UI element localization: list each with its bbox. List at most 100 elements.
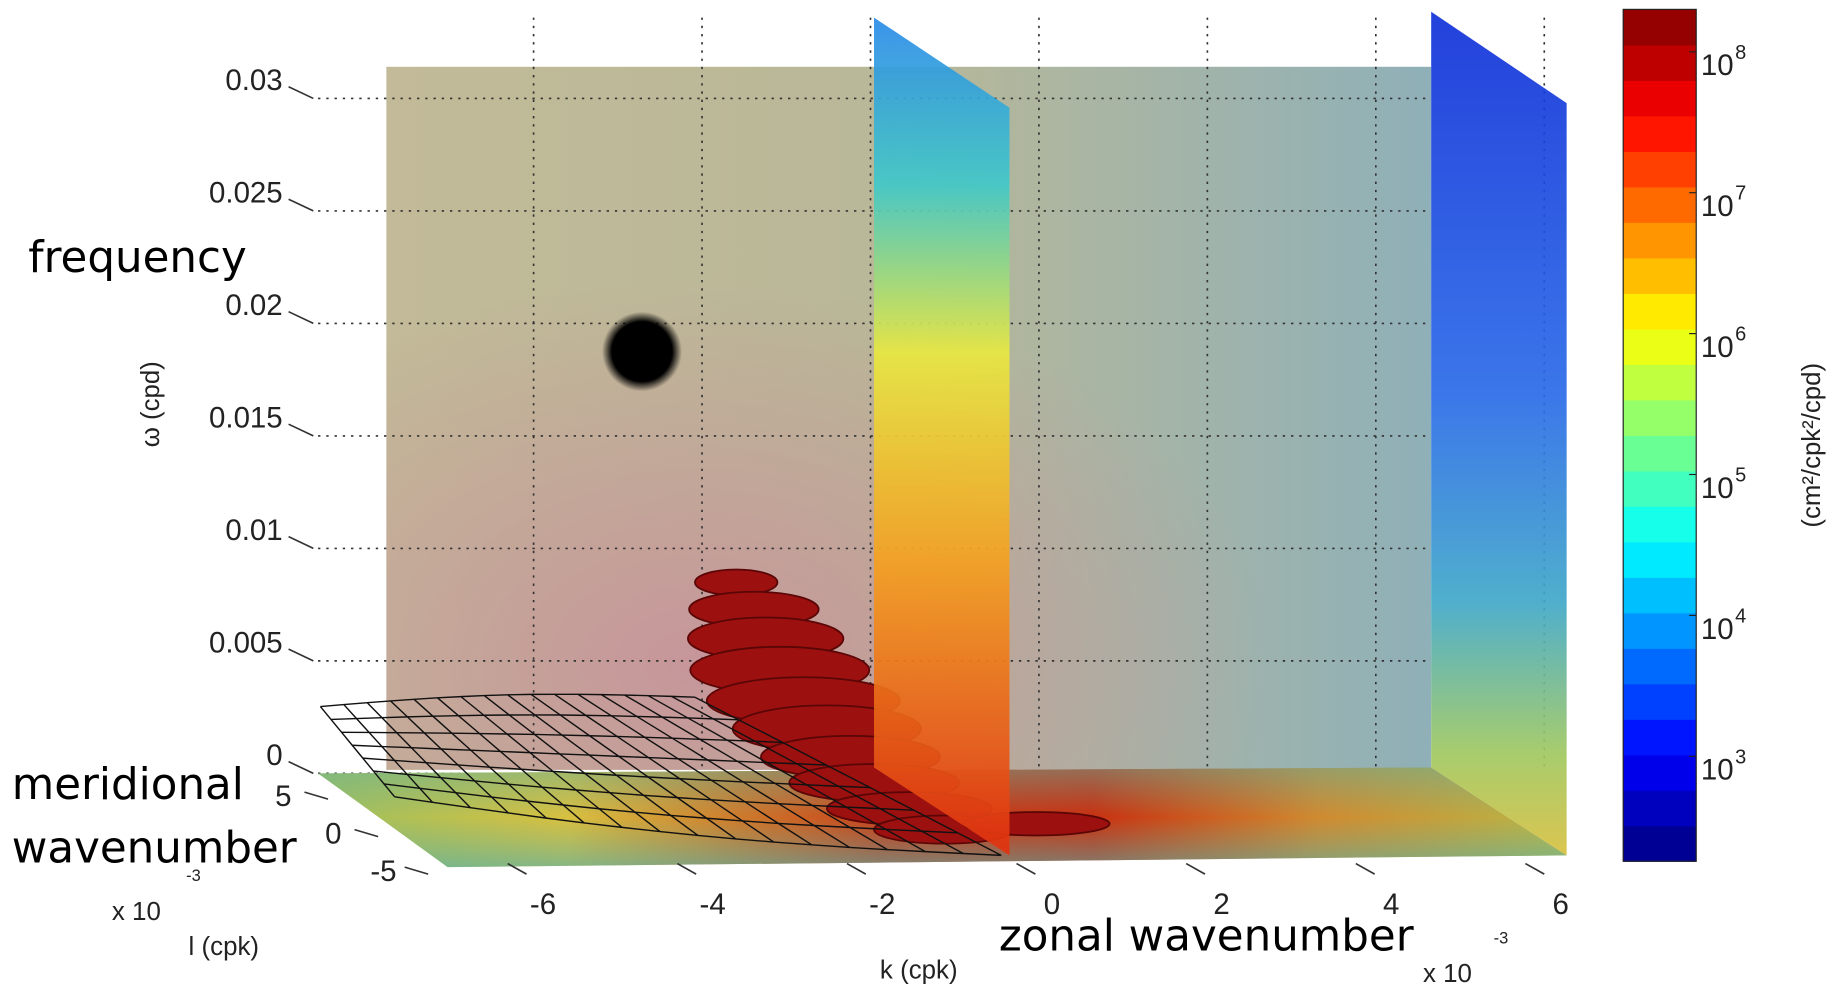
colorbar-tick-label: 10 bbox=[1701, 472, 1734, 505]
tick-mark bbox=[288, 85, 314, 100]
mesh-line bbox=[483, 695, 661, 833]
colorbar-band bbox=[1623, 186, 1697, 223]
y-multiplier-exponent: -3 bbox=[186, 867, 201, 885]
x-axis-label: k (cpk) bbox=[880, 956, 958, 984]
mesh-line bbox=[624, 694, 888, 851]
colorbar-tick-exponent: 3 bbox=[1735, 746, 1746, 768]
y-tick-label: 5 bbox=[275, 780, 291, 813]
x-tick-label: 2 bbox=[1213, 888, 1229, 921]
colorbar-band bbox=[1623, 612, 1697, 649]
tick-mark bbox=[288, 310, 314, 325]
colorbar-band bbox=[1623, 648, 1697, 685]
tick-mark bbox=[288, 535, 314, 550]
mesh-line bbox=[647, 695, 926, 853]
colorbar-tick-exponent: 4 bbox=[1735, 605, 1746, 627]
colorbar-band bbox=[1623, 754, 1697, 791]
tick-mark bbox=[304, 791, 329, 800]
colorbar-band bbox=[1623, 80, 1697, 117]
mesh-line bbox=[437, 697, 585, 824]
tick-mark bbox=[288, 423, 314, 437]
annotation: frequency bbox=[28, 233, 247, 283]
y-tick-label: -5 bbox=[370, 855, 396, 888]
grid: 0 0.005 0.01 0.015 0.02 0.025 0.03 bbox=[209, 17, 1546, 775]
mesh-line bbox=[343, 704, 434, 803]
mesh-line bbox=[530, 693, 737, 840]
mesh-line bbox=[694, 696, 1002, 857]
y-multiplier: x 10 bbox=[112, 898, 161, 926]
colorbar-frame bbox=[1622, 8, 1697, 862]
x-tick-label: -2 bbox=[869, 888, 895, 921]
colorbar-tick-exponent: 8 bbox=[1735, 42, 1746, 64]
y-axis-label: l (cpk) bbox=[189, 933, 259, 961]
slice-plane bbox=[1431, 11, 1567, 856]
tick-mark bbox=[404, 866, 429, 875]
wireframe bbox=[319, 693, 1002, 857]
marker-dot bbox=[601, 311, 683, 392]
colorbar-band bbox=[1623, 541, 1697, 578]
z-tick-label: 0.015 bbox=[209, 402, 283, 435]
y-tick-label: 0 bbox=[325, 818, 341, 851]
colorbar-band bbox=[1623, 222, 1697, 259]
colorbar-tick-label: 10 bbox=[1701, 613, 1734, 646]
colorbar-band bbox=[1623, 151, 1697, 188]
tick-mark bbox=[846, 862, 867, 875]
tick-mark bbox=[1016, 862, 1036, 875]
x-tick-label: 4 bbox=[1383, 888, 1399, 921]
colorbar-band bbox=[1623, 577, 1697, 614]
colorbar-band bbox=[1623, 683, 1697, 720]
colorbar-band bbox=[1623, 44, 1697, 81]
mesh-line bbox=[366, 702, 471, 809]
x-tick-label: 0 bbox=[1044, 888, 1060, 921]
tick-mark bbox=[676, 862, 697, 875]
colorbar-band bbox=[1623, 790, 1697, 827]
z-axis-label: ω (cpd) bbox=[137, 361, 165, 447]
slice-plane bbox=[874, 17, 1010, 856]
colorbar-band bbox=[1623, 9, 1697, 46]
x-multiplier-exponent: -3 bbox=[1494, 929, 1509, 947]
colorbar-label: (cm²/cpk²/cpd) bbox=[1798, 363, 1826, 528]
colorbar-band bbox=[1623, 257, 1697, 294]
mesh-line bbox=[671, 695, 964, 855]
tick-mark bbox=[507, 862, 527, 875]
mesh-line bbox=[577, 693, 813, 846]
z-tick-label: 0.03 bbox=[225, 64, 282, 97]
tick-mark bbox=[1355, 862, 1376, 875]
tick-mark bbox=[288, 760, 314, 775]
tick-mark bbox=[1525, 862, 1545, 875]
colorbar-tick-label: 10 bbox=[1701, 190, 1734, 223]
annotation: wavenumber bbox=[12, 824, 297, 874]
colorbar-tick-label: 10 bbox=[1701, 754, 1734, 787]
z-tick-label: 0.025 bbox=[209, 177, 283, 210]
colorbar-band bbox=[1623, 328, 1697, 365]
mesh-line bbox=[319, 706, 396, 798]
colorbar-band bbox=[1623, 506, 1697, 543]
tick-mark bbox=[354, 828, 379, 838]
mesh-line bbox=[460, 696, 623, 828]
colorbar-band bbox=[1623, 364, 1697, 401]
annotation: zonal wavenumber bbox=[999, 911, 1414, 961]
mesh-line bbox=[600, 694, 851, 849]
colorbar-band bbox=[1623, 719, 1697, 756]
x-tick-label: -6 bbox=[530, 888, 556, 921]
colorbar-band bbox=[1623, 470, 1697, 507]
mesh-line bbox=[413, 698, 547, 819]
z-tick-label: 0.01 bbox=[225, 514, 282, 547]
z-tick-label: 0.02 bbox=[225, 289, 282, 322]
colorbar-band bbox=[1623, 435, 1697, 472]
mesh-line bbox=[390, 700, 509, 814]
x-multiplier: x 10 bbox=[1423, 960, 1472, 988]
colorbar-tick-exponent: 6 bbox=[1735, 324, 1746, 346]
tick-mark bbox=[288, 648, 314, 662]
mesh-line bbox=[507, 694, 699, 837]
colorbar-band bbox=[1623, 399, 1697, 436]
z-tick-label: 0.005 bbox=[209, 627, 283, 660]
x-tick-label: 6 bbox=[1553, 888, 1569, 921]
colorbar-tick-exponent: 7 bbox=[1735, 183, 1746, 205]
colorbar-tick-exponent: 5 bbox=[1735, 465, 1746, 487]
z-tick-label: 0 bbox=[266, 739, 282, 772]
x-tick-label: -4 bbox=[700, 888, 726, 921]
colorbar-tick-label: 10 bbox=[1701, 331, 1734, 364]
